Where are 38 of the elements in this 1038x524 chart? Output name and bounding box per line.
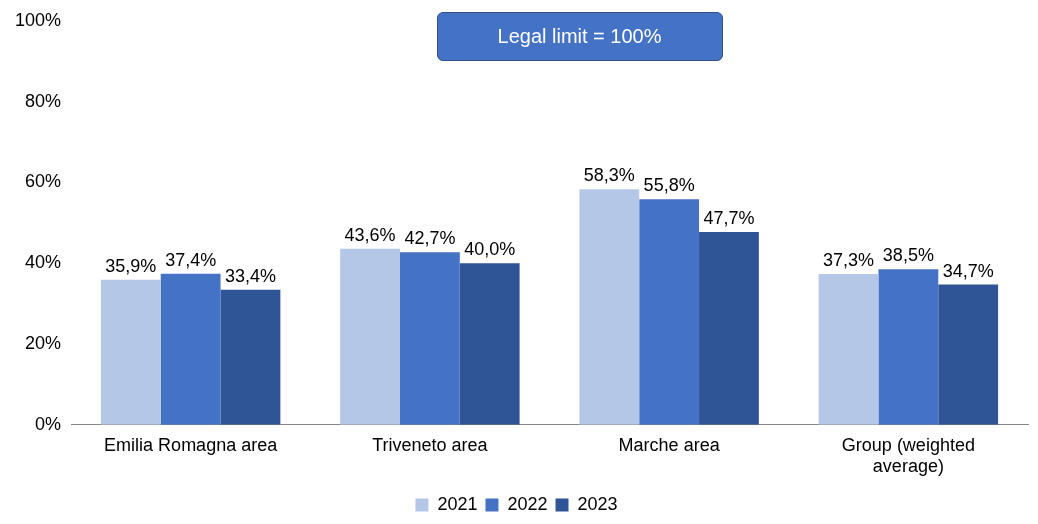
x-tick-label: Triveneto area: [372, 434, 489, 455]
y-tick-label: 60%: [25, 171, 62, 192]
data-label: 43,6%: [344, 224, 396, 245]
y-tick-label: 80%: [25, 90, 62, 111]
callout-box: Legal limit = 100%: [436, 12, 723, 61]
y-tick-label: 0%: [35, 413, 62, 434]
y-tick-label: 20%: [25, 332, 62, 353]
data-label: 42,7%: [404, 228, 456, 249]
bar: [459, 263, 520, 425]
data-label: 35,9%: [105, 255, 157, 276]
data-label: 38,5%: [882, 245, 934, 266]
bar: [878, 269, 939, 425]
data-label: 37,3%: [823, 250, 875, 271]
bar: [160, 273, 221, 425]
legend-label: 2023: [577, 493, 618, 514]
bar: [818, 274, 879, 425]
x-tick-label: Emilia Romagna area: [104, 434, 279, 455]
data-label: 55,8%: [643, 175, 695, 196]
data-label: 58,3%: [583, 165, 635, 186]
data-label: 40,0%: [464, 239, 516, 260]
x-tick-label: Group (weighted average): [841, 434, 975, 477]
x-tick-label: Marche area: [618, 434, 721, 455]
bar: [579, 189, 640, 425]
bar: [639, 199, 700, 425]
bar: [340, 248, 400, 425]
legend-label: 2021: [437, 493, 478, 514]
bar: [399, 252, 460, 425]
bar: [100, 279, 161, 425]
legend-label: 2022: [507, 493, 548, 514]
bar: [699, 232, 759, 425]
data-label: 34,7%: [942, 260, 994, 281]
y-tick-label: 40%: [25, 252, 62, 273]
data-label: 33,4%: [224, 265, 276, 286]
bar: [938, 284, 999, 425]
data-label: 37,4%: [165, 249, 217, 270]
y-tick-label: 100%: [14, 9, 62, 30]
bar: [220, 289, 281, 425]
data-label: 47,7%: [703, 208, 755, 229]
